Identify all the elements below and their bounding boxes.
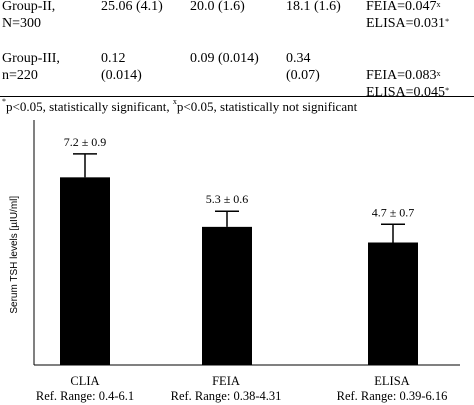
- table-footnote: *p<0.05, statistically significant, xp<0…: [2, 97, 358, 114]
- data-label-feia: 5.3 ± 0.6: [206, 192, 249, 206]
- y-axis-label: Serum TSH levels [µIU/ml]: [9, 196, 20, 314]
- p-value-feia: FEIA=0.083x: [366, 68, 441, 83]
- p-value-elisa: ELISA=0.031*: [366, 16, 450, 31]
- category-label-feia: FEIA Ref. Range: 0.38-4.31: [170, 374, 282, 403]
- category-label-clia: CLIA Ref. Range: 0.4-6.1: [35, 374, 135, 403]
- group-iii-label: Group-III, n=220: [2, 51, 60, 83]
- category-label-elisa: ELISA Ref. Range: 0.39-6.16: [336, 374, 448, 403]
- tsh-bar-chart: Serum TSH levels [µIU/ml] 7.2 ± 0.9 5.3 ± …: [9, 120, 460, 366]
- table-bottom-rule: [0, 96, 474, 97]
- group-iii-clia: 0.12 (0.014): [101, 51, 142, 83]
- group-ii-feia: 20.0 (1.6): [190, 0, 245, 14]
- p-value-elisa: ELISA=0.045*: [366, 85, 450, 100]
- group-iii-feia: 0.09 (0.014): [190, 51, 259, 66]
- group-iii-elisa: 0.34 (0.07): [286, 51, 320, 83]
- bar-clia: [60, 177, 110, 365]
- data-label-clia: 7.2 ± 0.9: [64, 135, 107, 149]
- group-ii-label: Group-II, N=300: [2, 0, 56, 31]
- group-ii-p-values: FEIA=0.047x ELISA=0.031*: [366, 0, 449, 32]
- group-ii-clia: 25.06 (4.1): [101, 0, 163, 14]
- data-label-elisa: 4.7 ± 0.7: [372, 205, 415, 219]
- group-ii-elisa: 18.1 (1.6): [286, 0, 341, 14]
- bar-elisa: [368, 242, 418, 365]
- bar-feia: [202, 226, 252, 365]
- p-value-feia: FEIA=0.047x: [366, 0, 441, 14]
